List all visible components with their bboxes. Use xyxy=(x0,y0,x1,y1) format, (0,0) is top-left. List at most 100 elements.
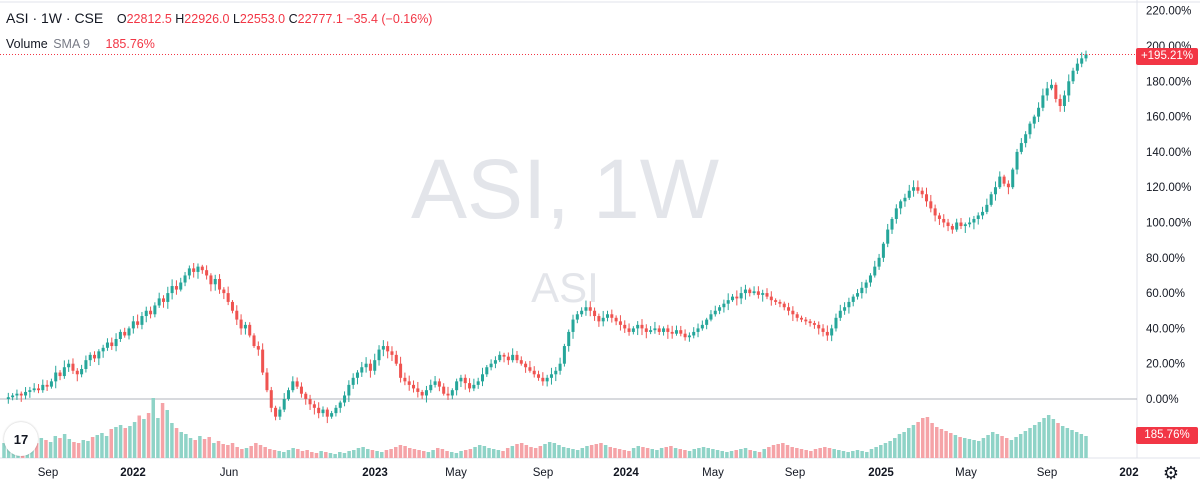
volume-bar xyxy=(664,447,669,458)
volume-bar xyxy=(547,442,552,458)
volume-bar xyxy=(962,438,967,458)
volume-bar xyxy=(95,435,100,458)
volume-bar xyxy=(907,428,911,458)
candle-body xyxy=(532,370,536,375)
candle-body xyxy=(459,377,463,382)
volume-bar xyxy=(1023,431,1028,458)
gear-icon[interactable]: ⚙ xyxy=(1162,462,1180,483)
y-tick-label: 120.00% xyxy=(1146,182,1191,194)
candle-body xyxy=(959,222,963,227)
volume-bar xyxy=(860,451,864,458)
volume-bar xyxy=(1065,428,1070,458)
candle-body xyxy=(567,331,571,347)
candle-body xyxy=(274,407,278,417)
volume-bar xyxy=(505,448,510,458)
candle-body xyxy=(731,296,735,301)
volume-bar xyxy=(282,452,286,458)
volume-bar xyxy=(477,445,482,458)
volume-bar xyxy=(39,438,44,458)
candle-body xyxy=(657,328,661,332)
tradingview-logo[interactable]: 17 xyxy=(4,422,38,456)
high-value: 22926.0 xyxy=(184,12,230,26)
candle-body xyxy=(93,354,97,359)
close-label: C xyxy=(288,12,298,26)
candle-body xyxy=(54,372,58,382)
volume-bar xyxy=(851,451,855,458)
candle-body xyxy=(821,328,825,332)
candle-body xyxy=(299,386,303,394)
volume-bar xyxy=(487,448,491,458)
candle-body xyxy=(782,303,786,308)
volume-bar xyxy=(347,451,351,458)
candle-body xyxy=(416,388,420,392)
candle-body xyxy=(205,270,209,276)
volume-bar xyxy=(319,451,323,458)
volume-bar xyxy=(342,453,347,458)
volume-bar xyxy=(519,443,524,458)
volume-legend[interactable]: Volume SMA 9 185.76% xyxy=(6,37,155,51)
volume-bar xyxy=(981,438,986,458)
y-tick-label: 140.00% xyxy=(1146,147,1191,159)
volume-bar xyxy=(669,446,673,458)
candle-body xyxy=(528,367,532,371)
volume-bar xyxy=(613,448,617,458)
candle-body xyxy=(179,282,183,290)
volume-bar xyxy=(561,447,566,458)
volume-bar xyxy=(151,398,155,458)
volume-bar xyxy=(123,428,128,458)
candle-body xyxy=(157,298,161,306)
volume-bar xyxy=(356,448,361,458)
symbol-title[interactable]: ASI · 1W · CSE xyxy=(6,10,104,26)
volume-bar xyxy=(804,450,808,458)
volume-bar xyxy=(585,446,589,458)
volume-bar xyxy=(1014,437,1018,458)
candle-body xyxy=(705,319,709,325)
candle-body xyxy=(955,222,959,230)
volume-bar xyxy=(366,449,370,458)
volume-bar xyxy=(174,428,179,458)
candle-body xyxy=(15,393,19,396)
candle-body xyxy=(71,363,75,371)
candle-body xyxy=(360,367,364,373)
volume-bar xyxy=(408,448,412,458)
volume-bar xyxy=(81,440,86,458)
volume-bar xyxy=(496,450,501,458)
candle-body xyxy=(1011,169,1015,188)
volume-sma-label: SMA 9 xyxy=(53,37,91,51)
candle-body xyxy=(136,321,140,325)
volume-bar xyxy=(767,447,771,458)
volume-bar xyxy=(683,450,687,458)
candle-body xyxy=(161,298,166,302)
x-tick-label: 2024 xyxy=(613,467,639,479)
volume-bar xyxy=(398,445,403,458)
volume-bar xyxy=(352,450,356,458)
candle-body xyxy=(28,390,32,392)
candle-body xyxy=(558,363,562,371)
volume-value: 185.76% xyxy=(105,37,155,51)
candle-body xyxy=(907,190,911,198)
y-tick-label: 0.00% xyxy=(1146,394,1179,406)
volume-bar xyxy=(706,448,710,458)
candle-body xyxy=(493,360,497,364)
x-tick-label: Jun xyxy=(220,467,239,479)
candle-body xyxy=(325,409,329,417)
candle-body xyxy=(282,399,286,410)
candle-body xyxy=(881,243,885,258)
candle-body xyxy=(830,328,834,336)
symbol-legend: ASI · 1W · CSE O22812.5 H22926.0 L22553.… xyxy=(6,10,432,27)
candle-body xyxy=(364,363,368,368)
candle-body xyxy=(623,324,627,329)
volume-bar xyxy=(995,434,1000,458)
volume-bar xyxy=(403,446,407,458)
volume-bar xyxy=(762,449,766,458)
volume-bar xyxy=(841,451,846,458)
volume-bar xyxy=(571,449,575,458)
candle-body xyxy=(515,354,519,361)
candle-body xyxy=(502,354,506,357)
volume-bar xyxy=(589,445,594,458)
candle-body xyxy=(252,335,256,347)
volume-bar xyxy=(324,452,328,458)
candle-body xyxy=(541,377,545,382)
y-tick-label: 20.00% xyxy=(1146,359,1185,371)
